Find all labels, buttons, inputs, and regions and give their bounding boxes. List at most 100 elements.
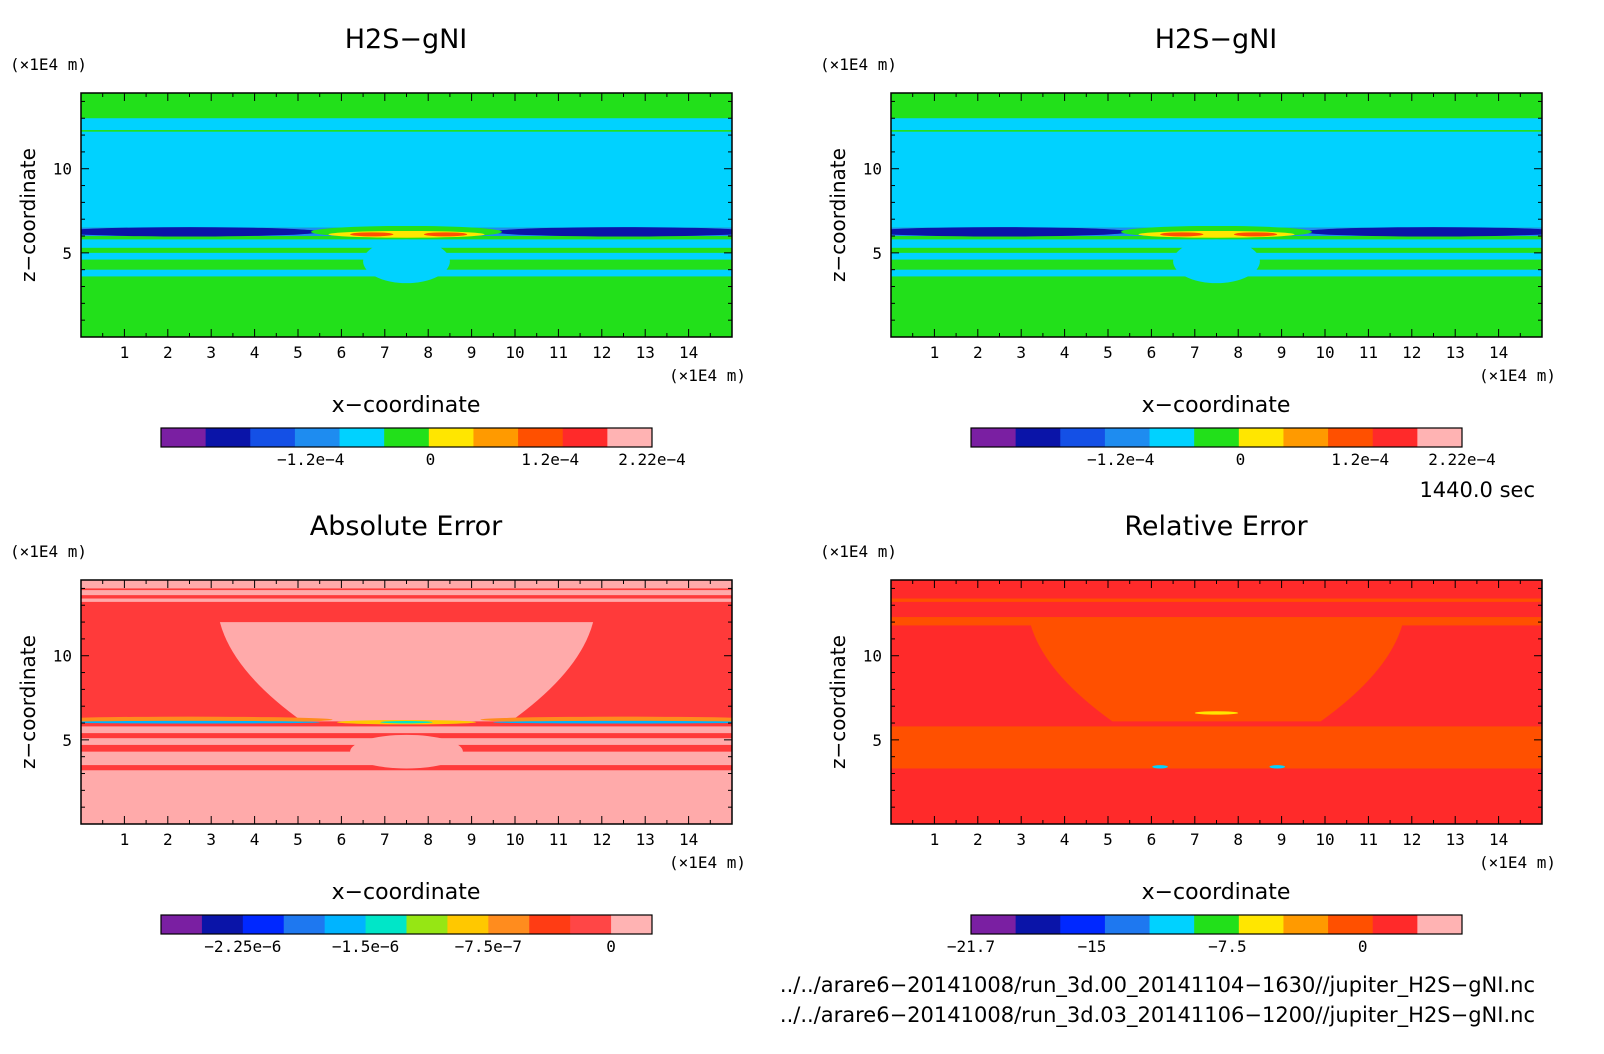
x-tick-label: 4 — [1060, 830, 1070, 849]
x-tick-label: 5 — [1103, 830, 1113, 849]
colorbar-segment — [447, 915, 489, 934]
colorbar-segment — [365, 915, 407, 934]
x-tick-label: 2 — [973, 830, 983, 849]
colorbar-segment — [607, 428, 653, 447]
x-tick-label: 14 — [679, 830, 698, 849]
colorbar-segment — [294, 428, 341, 447]
contour-region — [81, 227, 320, 237]
x-tick-label: 4 — [250, 830, 260, 849]
x-tick-label: 8 — [423, 343, 433, 362]
x-tick-label: 12 — [592, 830, 611, 849]
z-unit-label: (×1E4 m) — [10, 542, 87, 561]
colorbar-segment — [529, 915, 571, 934]
colorbar-segment — [1283, 915, 1329, 934]
plot-area — [891, 580, 1542, 824]
x-tick-label: 12 — [592, 343, 611, 362]
contour-band — [81, 770, 732, 824]
colorbar-segment — [1015, 915, 1061, 934]
z-axis-label: z−coordinate — [826, 635, 850, 769]
x-tick-label: 1 — [930, 830, 940, 849]
x-tick-label: 7 — [380, 343, 390, 362]
x-tick-label: 9 — [467, 830, 477, 849]
colorbar-segment — [1060, 428, 1106, 447]
x-tick-label: 5 — [293, 830, 303, 849]
colorbar-segment — [562, 428, 608, 447]
x-tick-label: 4 — [1060, 343, 1070, 362]
contour-region — [81, 720, 320, 724]
colorbar-segment — [1283, 428, 1329, 447]
x-tick-label: 6 — [1147, 830, 1157, 849]
contour-region — [891, 227, 1130, 237]
colorbar-segment — [324, 915, 367, 934]
colorbar-segment — [161, 915, 203, 934]
colorbar-segment — [428, 428, 474, 447]
x-tick-label: 14 — [1489, 830, 1508, 849]
x-tick-label: 3 — [206, 830, 216, 849]
file-path-1: ../../arare6−20141008/run_3d.00_20141104… — [780, 973, 1535, 998]
z-tick-label: 5 — [62, 731, 72, 750]
x-tick-label: 1 — [120, 830, 130, 849]
colorbar-segment — [1238, 915, 1284, 934]
colorbar-tick-label: 1.2e−4 — [521, 450, 579, 469]
colorbar-tick-label: −7.5e−7 — [455, 937, 522, 956]
x-tick-label: 2 — [973, 343, 983, 362]
colorbar-segment — [1194, 915, 1240, 934]
colorbar-frame — [160, 914, 653, 935]
colorbar-segment — [570, 915, 612, 934]
colorbar-segment — [1060, 915, 1106, 934]
x-tick-label: 2 — [163, 343, 173, 362]
colorbar-segment — [971, 428, 1017, 447]
x-tick-label: 14 — [679, 343, 698, 362]
z-tick-label: 5 — [872, 244, 882, 263]
x-tick-label: 1 — [120, 343, 130, 362]
colorbar-segment — [283, 915, 326, 934]
x-tick-label: 3 — [1016, 343, 1026, 362]
x-tick-label: 8 — [423, 830, 433, 849]
contour-region — [1194, 711, 1239, 715]
colorbar-tick-label: 1.2e−4 — [1331, 450, 1389, 469]
x-tick-label: 8 — [1233, 343, 1243, 362]
z-axis-label: z−coordinate — [16, 148, 40, 282]
z-unit-label: (×1E4 m) — [10, 55, 87, 74]
colorbar-segment — [1417, 915, 1463, 934]
x-tick-label: 8 — [1233, 830, 1243, 849]
colorbar-tick-label: −21.7 — [947, 937, 995, 956]
x-tick-label: 10 — [1315, 830, 1334, 849]
colorbar: −21.7 −15 −7.5 0 — [947, 914, 1463, 956]
x-unit-label: (×1E4 m) — [1479, 366, 1556, 385]
colorbar-segment — [1417, 428, 1463, 447]
colorbar-segment — [242, 915, 285, 934]
colorbar-segment — [1372, 428, 1418, 447]
contour-region — [380, 721, 433, 724]
panel-4: Relative Error(×1E4 m)1 2 3 4 5 6 7 8 9 10 11 12 13 1… — [820, 511, 1556, 956]
x-tick-label: 11 — [1359, 830, 1378, 849]
contour-region — [1173, 239, 1260, 284]
colorbar-tick-label: 2.22e−4 — [618, 450, 685, 469]
colorbar-tick-label: −1.5e−6 — [332, 937, 399, 956]
colorbar: −2.25e−6 −1.5e−6 −7.5e−7 0 — [160, 914, 653, 956]
colorbar-tick-label: −1.2e−4 — [277, 450, 344, 469]
colorbar-tick-label: 0 — [1358, 937, 1368, 956]
colorbar-segment — [473, 428, 519, 447]
z-unit-label: (×1E4 m) — [820, 542, 897, 561]
time-label: 1440.0 sec — [1419, 478, 1535, 502]
contour-region — [350, 232, 394, 237]
contour-band — [891, 726, 1542, 769]
colorbar-segment — [1149, 915, 1195, 934]
colorbar-tick-label: 0 — [426, 450, 436, 469]
x-axis-label: x−coordinate — [332, 880, 481, 905]
x-tick-label: 3 — [1016, 830, 1026, 849]
x-tick-label: 2 — [163, 830, 173, 849]
colorbar-frame — [970, 427, 1463, 448]
x-tick-label: 6 — [337, 343, 347, 362]
contour-region — [1303, 227, 1542, 237]
colorbar-segment — [488, 915, 530, 934]
x-tick-label: 11 — [549, 830, 568, 849]
colorbar-segment — [1104, 915, 1151, 934]
x-tick-label: 6 — [1147, 343, 1157, 362]
contour-region — [1269, 765, 1286, 769]
x-tick-label: 9 — [1277, 830, 1287, 849]
x-axis-label: x−coordinate — [332, 393, 481, 418]
x-tick-label: 9 — [467, 343, 477, 362]
